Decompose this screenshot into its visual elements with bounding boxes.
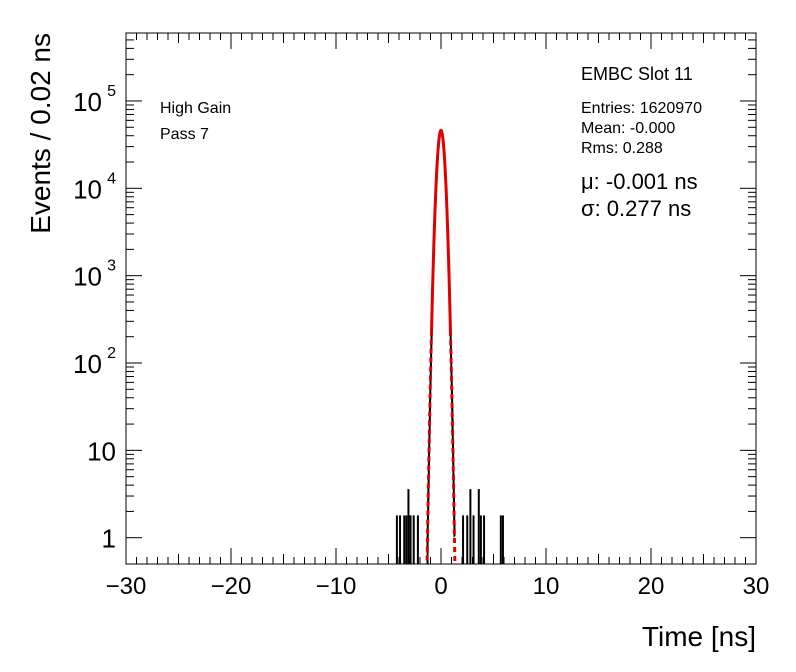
- y-tick-label: 10: [73, 174, 102, 204]
- y-tick-label: 10: [73, 87, 102, 117]
- x-tick-label: 0: [434, 573, 447, 600]
- x-tick-label: −10: [316, 573, 357, 600]
- gain-label: High Gain: [160, 100, 231, 117]
- x-tick-label: 30: [743, 573, 770, 600]
- fit-extrapolation-left: [425, 330, 434, 561]
- gaussian-fit: [425, 128, 457, 562]
- histogram-bars: [395, 130, 504, 564]
- x-tick-label: 20: [638, 573, 665, 600]
- rms-stat: Rms: 0.288: [581, 140, 663, 157]
- x-tick-label: −30: [106, 573, 147, 600]
- x-axis-label: Time [ns]: [642, 621, 756, 652]
- y-tick-label: 10: [73, 349, 102, 379]
- y-axis-tick-labels: 1 10 10 2 10 3 10 4 10 5: [73, 83, 116, 554]
- x-axis-tick-labels: −30 −20 −10 0 10 20 30: [106, 573, 770, 600]
- x-tick-label: −20: [211, 573, 252, 600]
- x-tick-label: 10: [533, 573, 560, 600]
- y-axis-label: Events / 0.02 ns: [25, 33, 56, 234]
- y-tick-label-exponent: 2: [107, 345, 116, 362]
- histogram-core: [426, 130, 456, 564]
- y-axis-ticks: [126, 32, 756, 539]
- fit-mu: μ: -0.001 ns: [581, 169, 698, 194]
- module-label: EMBC Slot 11: [581, 64, 693, 84]
- entries-stat: Entries: 1620970: [581, 100, 702, 117]
- x-axis-ticks: [125, 33, 757, 564]
- y-tick-label: 10: [73, 262, 102, 292]
- pass-label: Pass 7: [160, 126, 209, 143]
- y-tick-label: 1: [102, 524, 116, 554]
- y-tick-label-exponent: 5: [107, 83, 116, 100]
- y-tick-label-exponent: 3: [107, 258, 116, 275]
- mean-stat: Mean: -0.000: [581, 120, 675, 137]
- fit-sigma: σ: 0.277 ns: [581, 196, 691, 221]
- y-tick-label: 10: [87, 436, 116, 466]
- y-tick-label-exponent: 4: [107, 170, 116, 187]
- fit-curve: [430, 128, 452, 332]
